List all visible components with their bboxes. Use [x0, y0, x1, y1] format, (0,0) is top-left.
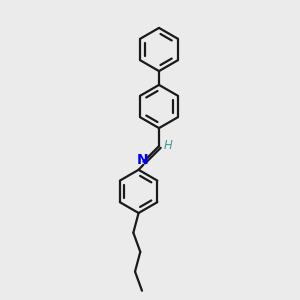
Text: H: H — [164, 139, 172, 152]
Text: N: N — [136, 154, 148, 167]
